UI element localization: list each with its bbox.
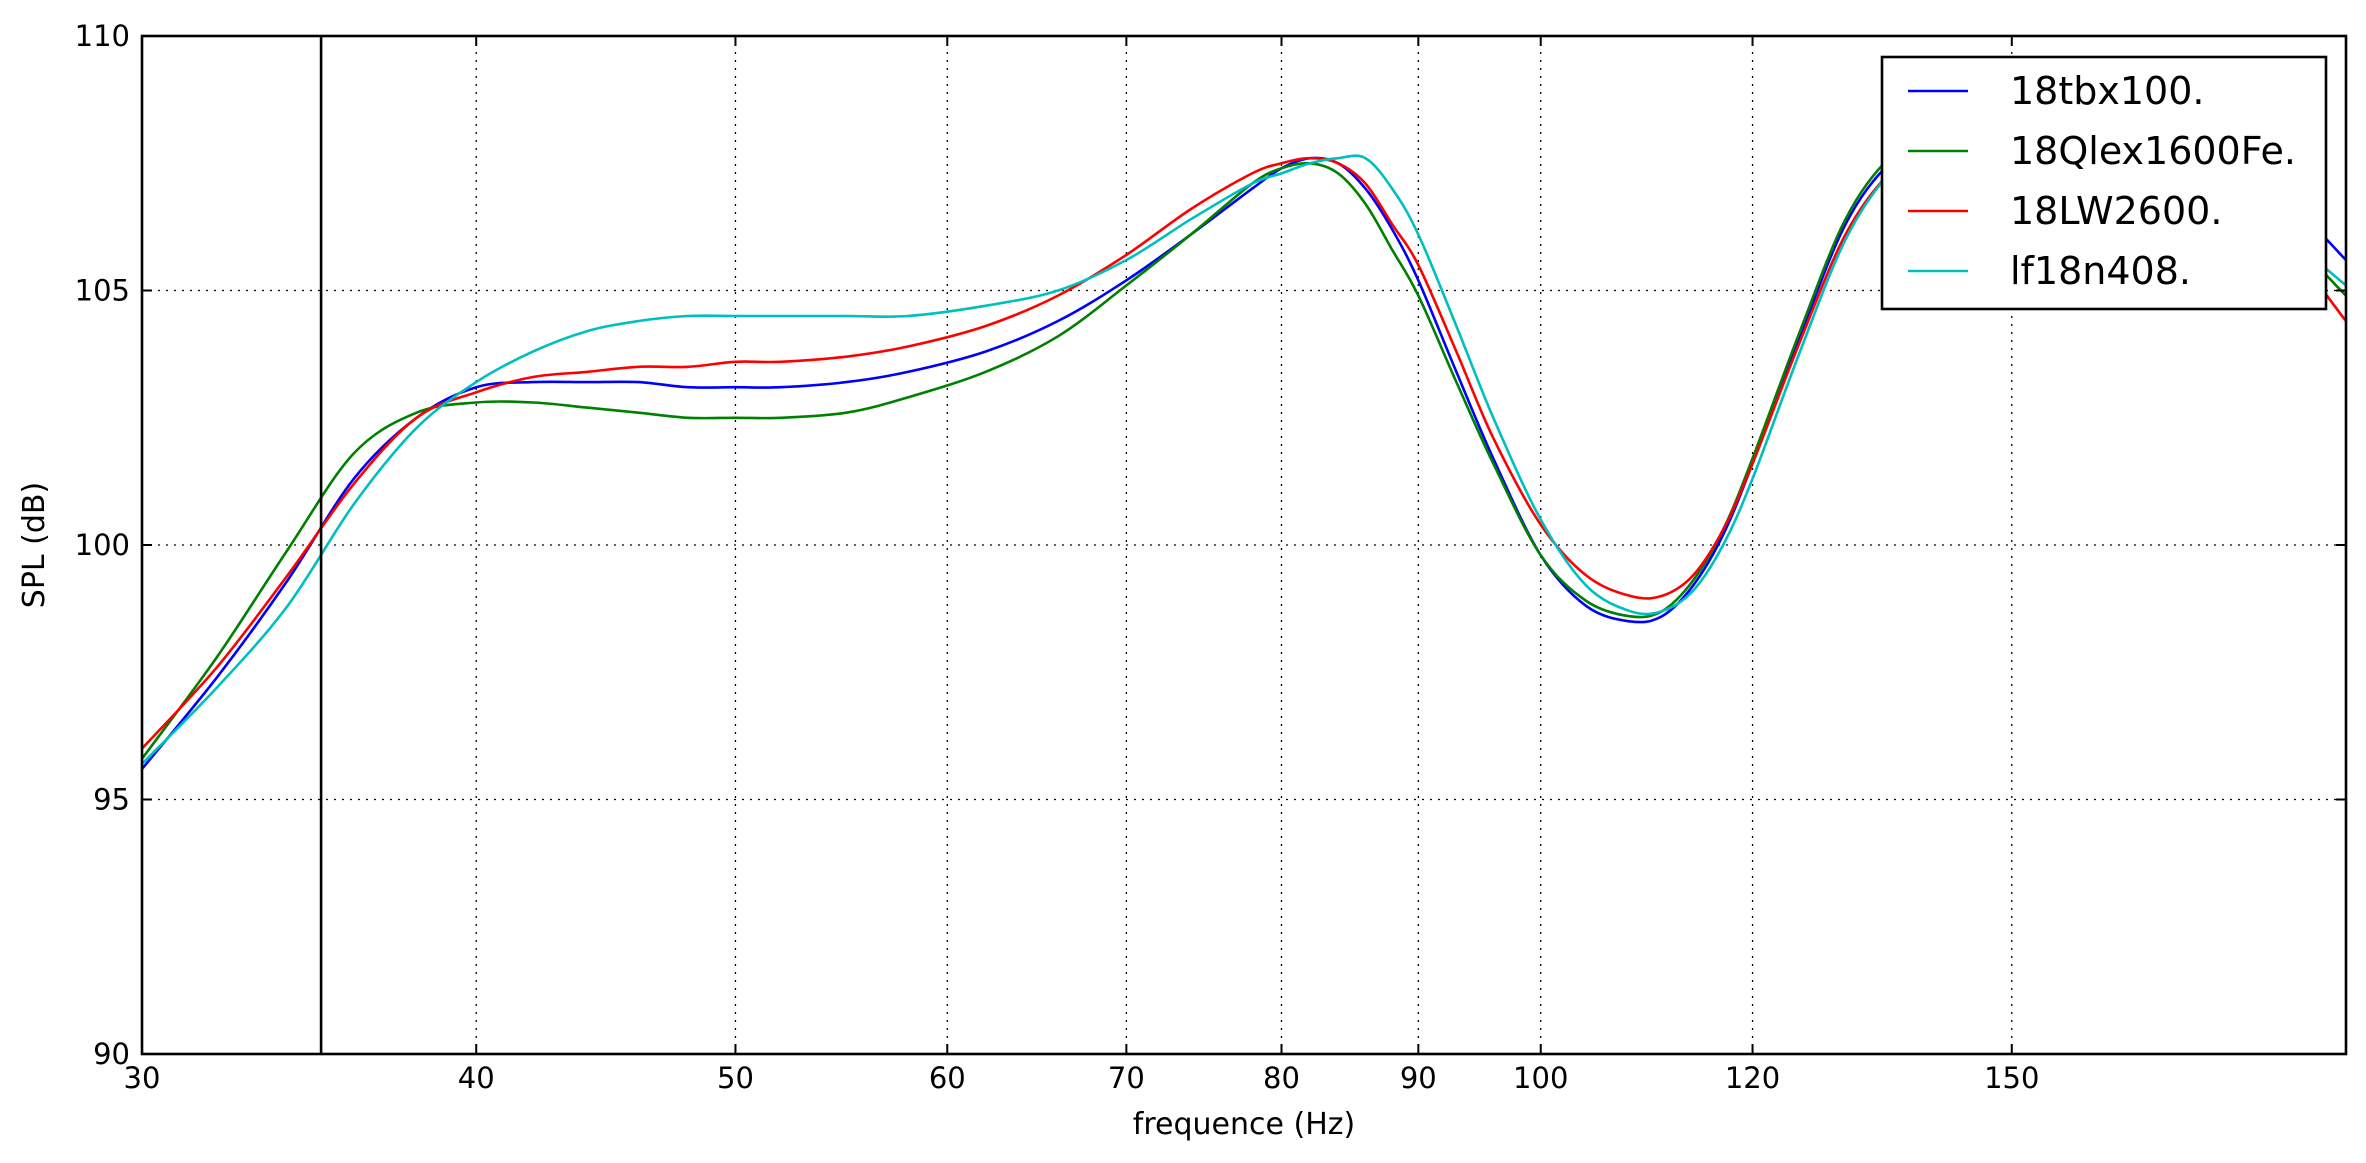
x-axis-label: frequence (Hz) — [1133, 1107, 1355, 1142]
x-tick-label: 70 — [1108, 1061, 1145, 1095]
x-tick-label: 30 — [124, 1061, 161, 1095]
y-tick-label: 100 — [75, 528, 130, 562]
x-tick-label: 150 — [1984, 1061, 2039, 1095]
x-tick-label: 50 — [717, 1061, 754, 1095]
legend-label: 18tbx100. — [2010, 69, 2204, 113]
x-tick-label: 80 — [1263, 1061, 1300, 1095]
legend-label: 18LW2600. — [2010, 189, 2222, 233]
legend-label: lf18n408. — [2010, 249, 2191, 293]
x-tick-label: 100 — [1513, 1061, 1568, 1095]
y-axis-label: SPL (dB) — [17, 482, 52, 608]
x-tick-label: 40 — [458, 1061, 495, 1095]
x-tick-label: 120 — [1725, 1061, 1780, 1095]
legend-frame — [1880, 55, 2328, 311]
x-tick-label: 90 — [1400, 1061, 1437, 1095]
legend: 18tbx100. 18Qlex1600Fe. 18LW2600. lf18n408. — [1880, 55, 2328, 311]
x-tick-label: 60 — [929, 1061, 966, 1095]
legend-items: 18tbx100. 18Qlex1600Fe. 18LW2600. lf18n408. — [1908, 69, 2296, 293]
legend-label: 18Qlex1600Fe. — [2010, 129, 2296, 173]
tick-layer: 30 40 50 60 70 80 90 100 120 150 90 95 100 105 110 — [75, 19, 2346, 1095]
y-tick-label: 110 — [75, 19, 130, 53]
y-tick-label: 90 — [93, 1037, 130, 1071]
y-tick-label: 105 — [75, 274, 130, 308]
y-tick-label: 95 — [93, 783, 130, 817]
